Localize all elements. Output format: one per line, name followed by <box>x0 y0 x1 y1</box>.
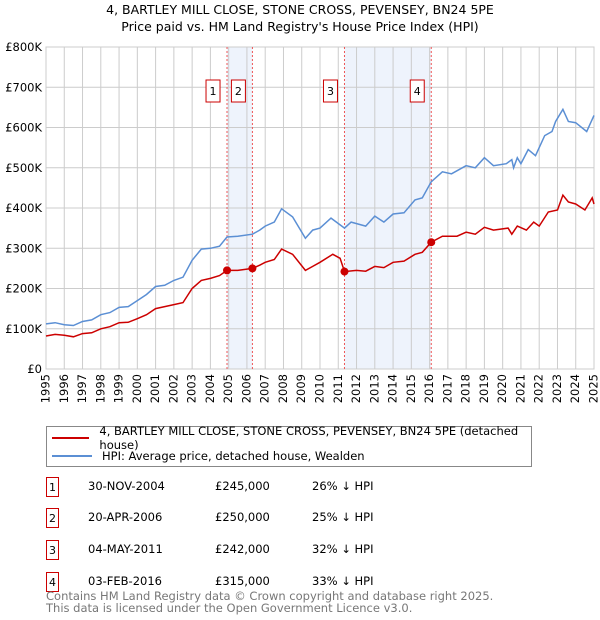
sale-label-box: 1 <box>205 79 221 103</box>
sale-date: 04-MAY-2011 <box>88 542 163 556</box>
sale-label-box: 4 <box>409 79 425 103</box>
x-tick-label: 2015 <box>404 374 418 403</box>
x-tick-label: 1995 <box>39 374 53 403</box>
x-tick-label: 2013 <box>367 374 381 403</box>
sale-marker-number: 3 <box>46 540 59 560</box>
sale-label-border <box>230 79 246 103</box>
legend-swatch-blue <box>52 455 92 457</box>
sale-label-number: 2 <box>235 85 242 98</box>
sale-label-border <box>409 79 425 103</box>
x-tick-label: 2017 <box>440 374 454 403</box>
sale-hpi-diff: 26% ↓ HPI <box>312 479 374 493</box>
x-tick-label: 2019 <box>477 374 491 403</box>
x-tick-label: 2008 <box>276 374 290 403</box>
y-tick-label: £200K <box>5 282 42 296</box>
x-tick-label: 2014 <box>386 374 400 403</box>
table-row: 3 04-MAY-2011 £242,000 32% ↓ HPI <box>46 540 546 562</box>
x-tick-label: 2002 <box>166 374 180 403</box>
chart-subtitle: Price paid vs. HM Land Registry's House … <box>121 19 479 34</box>
footer-licence: This data is licensed under the Open Gov… <box>46 601 413 615</box>
x-tick-label: 2018 <box>459 374 473 403</box>
sale-label-border <box>205 79 221 103</box>
y-tick-label: £700K <box>5 80 42 94</box>
legend-swatch-red <box>52 437 90 439</box>
line-chart: 1995 1996 1997 1998 1999 2000 2001 2002 2003 2004… <box>5 40 600 403</box>
sale-hpi-diff: 25% ↓ HPI <box>312 510 374 524</box>
chart-title: 4, BARTLEY MILL CLOSE, STONE CROSS, PEVE… <box>106 2 494 17</box>
x-tick-label: 2001 <box>148 374 162 403</box>
sale-marker-number: 1 <box>46 477 59 497</box>
sale-date: 30-NOV-2004 <box>88 479 165 493</box>
sale-hpi-diff: 32% ↓ HPI <box>312 542 374 556</box>
x-tick-label: 2000 <box>130 374 144 403</box>
sale-point <box>340 267 349 276</box>
sale-date: 03-FEB-2016 <box>88 574 162 588</box>
x-tick-label: 2020 <box>495 374 509 403</box>
x-tick-label: 2012 <box>349 374 363 403</box>
y-tick-label: £0 <box>27 362 42 376</box>
x-tick-label: 2022 <box>532 374 546 403</box>
table-row: 4 03-FEB-2016 £315,000 33% ↓ HPI <box>46 572 546 594</box>
x-tick-label: 1996 <box>57 374 71 403</box>
sale-marker-number: 2 <box>46 508 59 528</box>
sale-point <box>223 266 232 275</box>
property-price-line <box>45 193 595 338</box>
x-tick-label: 2024 <box>568 374 582 403</box>
y-tick-label: £600K <box>5 121 42 135</box>
table-row: 1 30-NOV-2004 £245,000 26% ↓ HPI <box>46 477 546 499</box>
y-tick-label: £800K <box>5 40 42 54</box>
sale-date: 20-APR-2006 <box>88 510 163 524</box>
sale-price: £245,000 <box>215 479 270 493</box>
x-tick-label: 2010 <box>313 374 327 403</box>
table-row: 2 20-APR-2006 £250,000 25% ↓ HPI <box>46 508 546 530</box>
x-tick-label: 1997 <box>75 374 89 403</box>
x-tick-label: 2003 <box>185 374 199 403</box>
x-tick-label: 1999 <box>112 374 126 403</box>
sale-label-number: 3 <box>327 85 334 98</box>
sale-label-box: 2 <box>230 79 246 103</box>
x-tick-label: 2025 <box>587 374 600 403</box>
x-tick-label: 2016 <box>422 374 436 403</box>
legend-item-property: 4, BARTLEY MILL CLOSE, STONE CROSS, PEVE… <box>52 424 531 452</box>
sale-marker-number: 4 <box>46 572 59 592</box>
sale-price: £315,000 <box>215 574 270 588</box>
sale-price: £250,000 <box>215 510 270 524</box>
x-tick-label: 2004 <box>203 374 217 403</box>
x-tick-label: 2005 <box>221 374 235 403</box>
sale-price: £242,000 <box>215 542 270 556</box>
y-tick-label: £100K <box>5 322 42 336</box>
x-tick-label: 2011 <box>331 374 345 403</box>
sale-label-number: 4 <box>414 85 421 98</box>
x-tick-label: 2007 <box>258 374 272 403</box>
x-tick-label: 1998 <box>93 374 107 403</box>
sale-label-number: 1 <box>210 85 217 98</box>
y-tick-label: £400K <box>5 201 42 215</box>
legend-label: 4, BARTLEY MILL CLOSE, STONE CROSS, PEVE… <box>99 424 519 452</box>
y-tick-label: £300K <box>5 241 42 255</box>
legend: 4, BARTLEY MILL CLOSE, STONE CROSS, PEVE… <box>46 424 532 467</box>
x-tick-label: 2006 <box>239 374 253 403</box>
footer-copyright: Contains HM Land Registry data © Crown c… <box>46 589 494 603</box>
sale-label-box: 3 <box>322 79 338 103</box>
sale-point <box>427 238 436 247</box>
legend-label: HPI: Average price, detached house, Weal… <box>102 449 365 463</box>
sale-point <box>248 264 257 273</box>
sale-label-border <box>322 79 338 103</box>
x-tick-label: 2023 <box>550 374 564 403</box>
legend-item-hpi: HPI: Average price, detached house, Weal… <box>52 448 365 464</box>
y-tick-label: £500K <box>5 161 42 175</box>
x-tick-label: 2009 <box>294 374 308 403</box>
sale-hpi-diff: 33% ↓ HPI <box>312 574 374 588</box>
x-tick-label: 2021 <box>513 374 527 403</box>
hpi-line <box>45 107 595 327</box>
